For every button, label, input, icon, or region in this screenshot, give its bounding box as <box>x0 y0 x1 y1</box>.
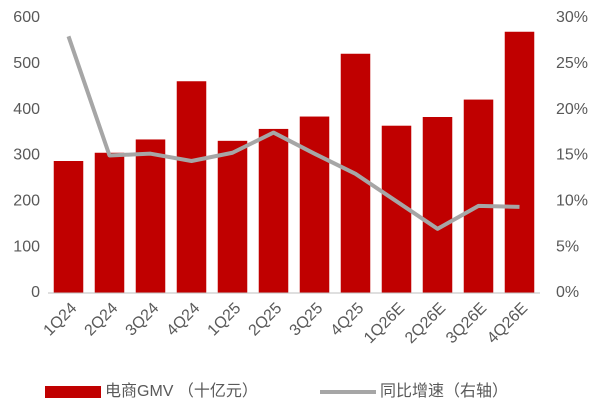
legend-swatch <box>45 386 101 398</box>
bar <box>299 116 330 294</box>
y-tick-label: 200 <box>13 193 40 210</box>
y2-tick-label: 10% <box>556 193 588 210</box>
x-tick-label: 1Q26E <box>361 300 408 347</box>
y2-tick-label: 0% <box>556 284 579 301</box>
y2-tick-label: 25% <box>556 55 588 72</box>
y-tick-label: 400 <box>13 101 40 118</box>
bar <box>176 81 207 293</box>
x-tick-label: 3Q25 <box>287 300 327 340</box>
bar <box>258 128 289 293</box>
y-tick-label: 0 <box>31 284 40 301</box>
x-tick-label: 3Q24 <box>123 300 163 340</box>
bar <box>422 117 453 293</box>
y-tick-label: 100 <box>13 238 40 255</box>
bar <box>504 31 535 293</box>
x-tick-label: 2Q24 <box>82 300 122 340</box>
x-tick-label: 2Q26E <box>402 300 449 347</box>
legend-label: 电商GMV （十亿元） <box>105 382 258 400</box>
x-tick-label: 4Q26E <box>484 300 531 347</box>
bar <box>94 152 125 293</box>
bar <box>53 161 84 293</box>
bar <box>217 140 248 293</box>
line-series <box>66 35 520 231</box>
bar <box>135 139 166 293</box>
y2-tick-label: 30% <box>556 9 588 26</box>
bar <box>463 99 494 293</box>
y2-tick-label: 15% <box>556 147 588 164</box>
legend-label: 同比增速（右轴） <box>380 382 508 400</box>
y-tick-label: 600 <box>13 9 40 26</box>
x-tick-label: 1Q24 <box>41 300 81 340</box>
x-tick-label: 4Q24 <box>164 300 204 340</box>
y-tick-label: 300 <box>13 147 40 164</box>
x-tick-label: 1Q25 <box>205 300 245 340</box>
x-tick-label: 2Q25 <box>246 300 286 340</box>
y2-tick-label: 5% <box>556 238 579 255</box>
y-tick-label: 500 <box>13 55 40 72</box>
y2-tick-label: 20% <box>556 101 588 118</box>
x-tick-label: 3Q26E <box>443 300 490 347</box>
